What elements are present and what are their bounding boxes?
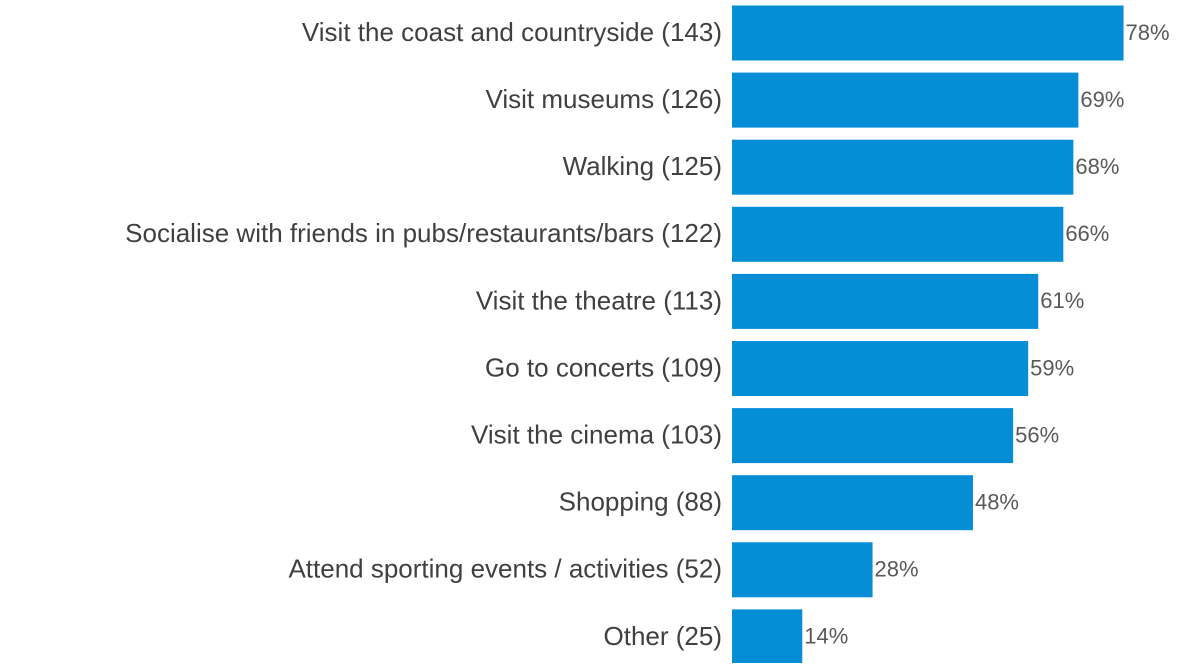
category-label: Attend sporting events / activities (52) — [288, 554, 722, 584]
category-label: Walking (125) — [563, 151, 722, 181]
value-label: 68% — [1075, 154, 1119, 179]
category-label: Socialise with friends in pubs/restauran… — [125, 218, 722, 248]
bar — [732, 5, 1124, 61]
value-label: 14% — [804, 624, 848, 649]
value-label: 66% — [1065, 221, 1109, 246]
bar — [732, 609, 803, 665]
bar — [732, 139, 1074, 195]
value-label: 59% — [1030, 355, 1074, 380]
value-label: 61% — [1040, 288, 1084, 313]
value-label: 56% — [1015, 422, 1059, 447]
category-label: Visit the theatre (113) — [476, 285, 722, 315]
category-label: Go to concerts (109) — [485, 352, 722, 382]
category-label: Visit the cinema (103) — [471, 419, 722, 449]
category-label: Visit museums (126) — [486, 84, 723, 114]
category-label: Other (25) — [604, 621, 723, 651]
bar — [732, 408, 1014, 464]
bar — [732, 341, 1029, 396]
bar — [732, 72, 1079, 128]
bar — [732, 273, 1039, 329]
value-label: 48% — [975, 490, 1019, 515]
value-label: 78% — [1126, 20, 1170, 45]
bar — [732, 542, 873, 598]
value-label: 69% — [1080, 87, 1124, 112]
bar — [732, 475, 973, 531]
category-label: Shopping (88) — [559, 487, 722, 517]
category-label: Visit the coast and countryside (143) — [302, 17, 722, 47]
value-label: 28% — [875, 557, 919, 582]
bar — [732, 206, 1064, 262]
